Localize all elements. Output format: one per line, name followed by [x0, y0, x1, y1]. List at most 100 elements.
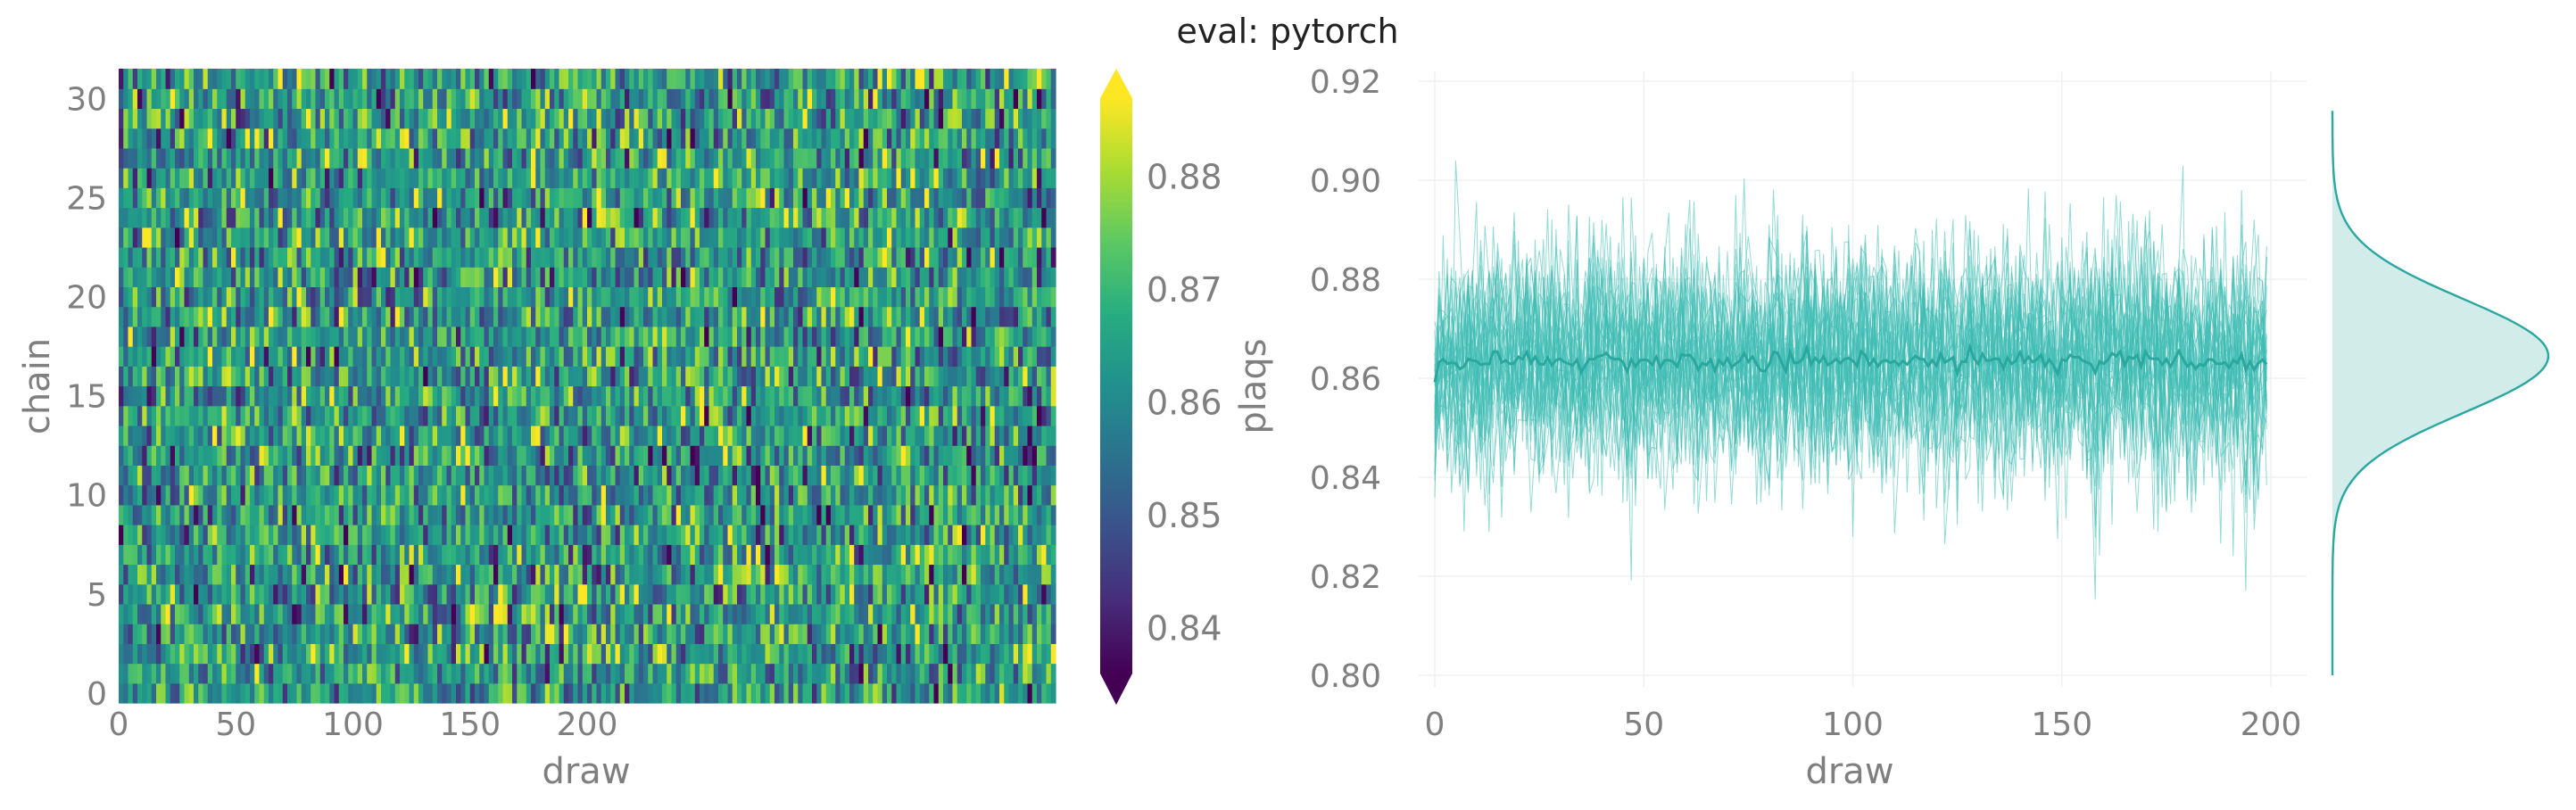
heatmap-cell	[849, 643, 855, 665]
heatmap-cell	[812, 583, 817, 605]
heatmap-cell	[446, 425, 452, 446]
heatmap-cell	[816, 306, 823, 327]
heatmap-cell	[933, 366, 940, 387]
heatmap-cell	[502, 465, 509, 486]
heatmap-cell	[404, 504, 410, 525]
heatmap-cell	[203, 405, 209, 426]
heatmap-cell	[254, 682, 261, 704]
heatmap-cell	[999, 405, 1005, 426]
heatmap-cell	[212, 346, 218, 367]
heatmap-cell	[741, 525, 748, 545]
heatmap-cell	[821, 484, 827, 506]
heatmap-cell	[352, 583, 359, 605]
heatmap-cell	[376, 445, 382, 466]
heatmap-cell	[423, 366, 429, 387]
heatmap-cell	[596, 663, 602, 684]
heatmap-cell	[568, 484, 574, 506]
heatmap-cell	[535, 525, 542, 545]
heatmap-cell	[451, 663, 457, 684]
heatmap-cell	[329, 564, 335, 585]
heatmap-cell	[657, 603, 663, 624]
heatmap-cell	[943, 624, 948, 644]
heatmap-cell	[863, 306, 869, 327]
heatmap-cell	[873, 227, 879, 248]
heatmap-cell	[479, 663, 485, 684]
heatmap-cell	[194, 682, 199, 704]
heatmap-cell	[259, 267, 265, 288]
heatmap-cell	[142, 484, 148, 506]
heatmap-cell	[184, 643, 190, 665]
heatmap-cell	[390, 405, 396, 426]
heatmap-cell	[404, 267, 410, 288]
heatmap-cell	[1023, 643, 1029, 665]
heatmap-cell	[587, 583, 592, 605]
heatmap-cell	[990, 682, 996, 704]
heatmap-cell	[390, 484, 396, 506]
heatmap-cell	[390, 663, 396, 684]
heatmap-cell	[301, 346, 307, 367]
heatmap-cell	[376, 346, 382, 367]
heatmap-cell	[835, 385, 841, 407]
heatmap-cell	[788, 682, 794, 704]
heatmap-cell	[957, 544, 963, 566]
heatmap-cell	[451, 326, 457, 347]
heatmap-cell	[456, 465, 461, 486]
heatmap-cell	[217, 346, 223, 367]
heatmap-cell	[840, 207, 846, 228]
heatmap-cell	[750, 385, 757, 407]
heatmap-cell	[1023, 306, 1029, 327]
heatmap-cell	[615, 603, 621, 624]
heatmap-cell	[981, 425, 986, 446]
heatmap-cell	[469, 445, 476, 466]
heatmap-cell	[179, 564, 186, 585]
heatmap-cell	[812, 366, 817, 387]
heatmap-cell	[465, 326, 471, 347]
heatmap-cell	[277, 346, 284, 367]
heatmap-cell	[367, 366, 373, 387]
heatmap-cell	[535, 663, 542, 684]
heatmap-cell	[887, 286, 892, 308]
heatmap-cell	[179, 326, 186, 347]
heatmap-cell	[840, 465, 846, 486]
heatmap-cell	[746, 346, 752, 367]
heatmap-cell	[957, 425, 963, 446]
heatmap-cell	[250, 603, 255, 624]
heatmap-cell	[432, 366, 438, 387]
heatmap-cell	[507, 564, 513, 585]
heatmap-cell	[394, 366, 401, 387]
heatmap-cell	[675, 465, 682, 486]
heatmap-cell	[367, 465, 373, 486]
heatmap-cell	[194, 544, 199, 566]
heatmap-cell	[619, 465, 625, 486]
heatmap-cell	[798, 346, 804, 367]
heatmap-cell	[737, 564, 742, 585]
heatmap-cell	[442, 663, 448, 684]
heatmap-cell	[1037, 286, 1042, 308]
heatmap-cell	[348, 583, 354, 605]
heatmap-cell	[479, 346, 485, 367]
heatmap-cell	[667, 385, 673, 407]
heatmap-cell	[685, 385, 692, 407]
heatmap-cell	[250, 643, 255, 665]
heatmap-cell	[376, 682, 382, 704]
heatmap-cell	[812, 525, 817, 545]
heatmap-cell	[896, 603, 902, 624]
heatmap-cell	[765, 346, 771, 367]
heatmap-cell	[221, 564, 228, 585]
heatmap-cell	[700, 525, 705, 545]
heatmap-cell	[718, 385, 724, 407]
heatmap-cell	[910, 465, 916, 486]
heatmap-cell	[151, 624, 157, 644]
heatmap-cell	[957, 326, 963, 347]
heatmap-cell	[559, 465, 565, 486]
heatmap-cell	[301, 425, 307, 446]
heatmap-cell	[615, 306, 621, 327]
heatmap-cell	[587, 465, 592, 486]
heatmap-cell	[1004, 525, 1010, 545]
heatmap-cell	[146, 504, 153, 525]
heatmap-cell	[479, 425, 485, 446]
heatmap-cell	[451, 504, 457, 525]
heatmap-cell	[432, 267, 438, 288]
heatmap-cell	[226, 267, 232, 288]
heatmap-cell	[132, 227, 138, 248]
